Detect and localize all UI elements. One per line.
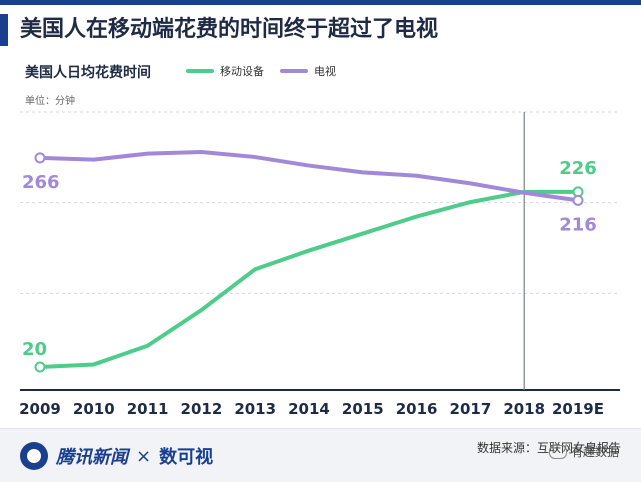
- series-line-mobile: [38, 189, 580, 369]
- legend-swatch-tv: [280, 69, 308, 73]
- legend-label-tv: 电视: [314, 65, 336, 78]
- x-tick-label: 2015: [342, 400, 384, 418]
- data-label-mobile-start: 20: [22, 339, 47, 360]
- line-chart: 2009 2010 2011 2012 2013 2014 2015 2016 2017 2018…: [19, 111, 620, 418]
- page-title: 美国人在移动端花费的时间终于超过了电视: [20, 17, 439, 42]
- data-label-tv-start: 266: [22, 172, 60, 193]
- data-point-tv: [572, 194, 584, 206]
- brand-name: 腾讯新闻: [56, 447, 128, 468]
- watermark-label: 有趣数据: [570, 445, 619, 459]
- x-tick-label: 2009: [19, 400, 61, 418]
- chat-bubble-icon: [548, 444, 567, 459]
- data-point-tv: [34, 152, 46, 164]
- x-tick-label: 2013: [234, 400, 276, 418]
- brand-block: 腾讯新闻 × 数可视: [20, 439, 213, 473]
- x-tick-label: 2014: [288, 400, 330, 418]
- legend-item-mobile: 移动设备: [186, 63, 264, 79]
- title-accent-bar: [0, 14, 8, 46]
- x-tick-label: 2019E: [552, 400, 604, 418]
- unit-label: 单位：分钟: [25, 96, 75, 107]
- partner-name: 数可视: [159, 447, 214, 468]
- data-point-mobile: [34, 361, 46, 373]
- x-tick-label: 2017: [450, 400, 492, 418]
- x-tick-label: 2011: [127, 400, 169, 418]
- x-tick-label: 2012: [181, 400, 223, 418]
- chart-title: 美国人日均花费时间: [25, 65, 151, 81]
- x-tick-label: 2010: [73, 400, 115, 418]
- x-tick-label: 2018: [503, 400, 545, 418]
- top-accent-bar: [0, 0, 641, 5]
- x-tick-label: 2016: [396, 400, 438, 418]
- chart-legend: 移动设备 电视: [186, 63, 336, 79]
- series-line-tv: [38, 149, 580, 203]
- data-label-mobile-end: 226: [559, 158, 597, 179]
- footer: 腾讯新闻 × 数可视 数据来源：互联网女皇报告: [0, 428, 641, 482]
- legend-label-mobile: 移动设备: [220, 65, 264, 78]
- brand-separator: ×: [136, 445, 152, 467]
- watermark: 有趣数据: [548, 443, 619, 460]
- brand-logo-icon: [20, 442, 48, 470]
- data-label-tv-end: 216: [559, 214, 597, 235]
- legend-item-tv: 电视: [280, 63, 336, 79]
- legend-swatch-mobile: [186, 69, 214, 73]
